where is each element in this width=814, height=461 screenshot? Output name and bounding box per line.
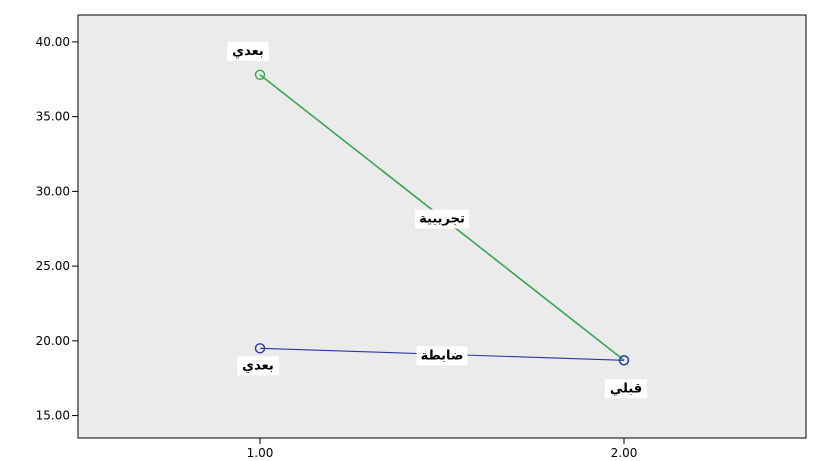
point-label-bg [604,379,648,399]
series-name-label: ضابطة [421,348,464,363]
y-tick-label: 15.00 [36,409,70,423]
data-point [254,69,266,80]
point-label-bg [227,41,269,61]
point-label-bg [237,356,279,376]
x-tick-label: 1.00 [247,446,274,460]
point-label: بعدي [232,44,264,59]
y-tick-label: 40.00 [36,35,70,49]
series-name-label: تجريبية [419,212,465,227]
data-point [254,343,266,354]
label-layer: تجريبية بعدي قبلي ضابطة بعدي [227,41,648,399]
y-tick-label: 25.00 [36,259,70,273]
point-label: بعدي [242,358,274,373]
y-tick-label: 30.00 [36,184,70,198]
series-name-label-bg [416,346,468,366]
data-point [618,355,630,366]
point-label: قبلي [610,381,642,396]
y-axis: 15.00 20.00 25.00 30.00 35.00 40.00 [36,35,78,423]
x-axis: 1.00 2.00 [247,438,638,460]
series-name-label-bg [415,209,469,229]
x-tick-label: 2.00 [611,446,638,460]
y-tick-label: 35.00 [36,110,70,124]
y-tick-label: 20.00 [36,334,70,348]
